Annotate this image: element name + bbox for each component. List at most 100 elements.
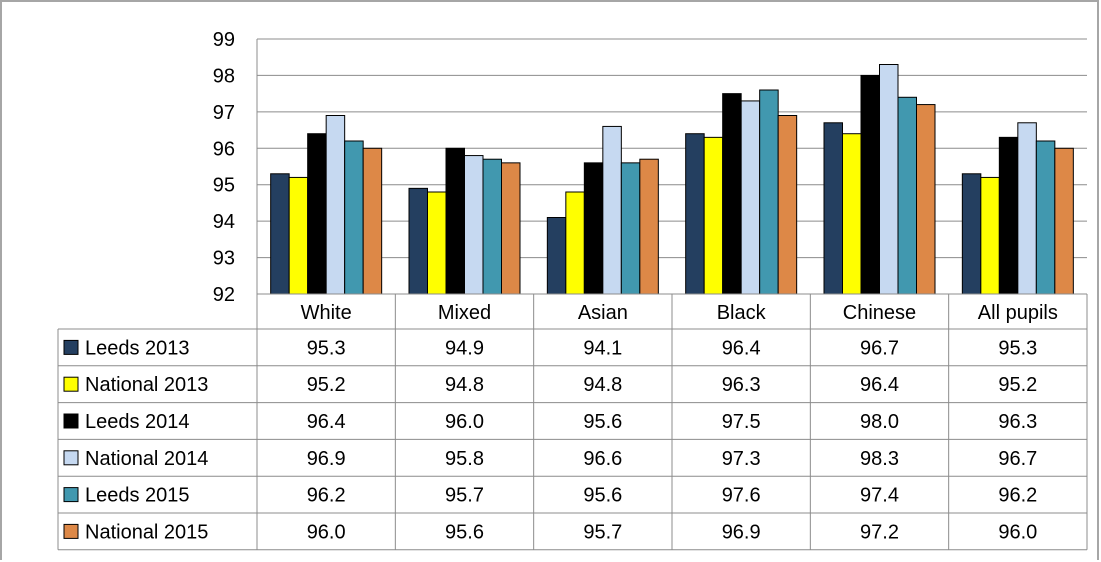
data-table-value: 94.1 [583, 337, 622, 359]
bar [722, 93, 742, 295]
legend-label: Leeds 2015 [85, 485, 190, 507]
data-table-value: 97.4 [860, 485, 899, 507]
data-table-value: 98.3 [860, 448, 899, 470]
bar [408, 187, 428, 295]
data-table-value: 97.5 [722, 411, 761, 433]
data-table-value: 95.7 [445, 485, 484, 507]
legend-key [63, 523, 79, 539]
bar [270, 173, 290, 295]
data-table-value: 96.0 [998, 521, 1037, 543]
data-table-value: 95.3 [998, 337, 1037, 359]
legend-key [63, 413, 79, 429]
legend-key [63, 450, 79, 466]
x-category-label: Asian [578, 302, 628, 324]
y-tick-label: 95 [213, 175, 235, 197]
data-table-value: 96.0 [307, 521, 346, 543]
data-table-value: 95.2 [307, 374, 346, 396]
legend-key [63, 376, 79, 392]
data-table-value: 96.2 [998, 485, 1037, 507]
legend-label: National 2014 [85, 448, 208, 470]
bar [879, 64, 899, 295]
bar [685, 133, 705, 295]
bar [565, 191, 585, 295]
data-table-value: 96.4 [307, 411, 346, 433]
legend-key [63, 339, 79, 355]
bar [740, 100, 761, 295]
x-category-label: Black [717, 302, 767, 324]
data-table-value: 96.7 [998, 448, 1037, 470]
bar [823, 122, 843, 295]
bar [1035, 140, 1056, 295]
bar [1017, 122, 1037, 295]
bar [427, 191, 447, 295]
bar [916, 104, 936, 295]
bar [583, 162, 604, 295]
data-table-value: 95.7 [583, 521, 622, 543]
bar [897, 96, 917, 295]
bar [860, 74, 880, 295]
bar [961, 173, 982, 295]
data-table-value: 95.6 [583, 485, 622, 507]
bar [620, 162, 641, 295]
x-category-label: Chinese [843, 302, 916, 324]
data-table-value: 96.2 [307, 485, 346, 507]
data-table-value: 95.8 [445, 448, 484, 470]
bar [639, 158, 659, 295]
data-table-value: 95.6 [445, 521, 484, 543]
y-tick-label: 94 [213, 211, 235, 233]
data-table-value: 96.4 [860, 374, 899, 396]
legend-label: National 2013 [85, 374, 208, 396]
bar [445, 147, 465, 295]
bar [546, 217, 567, 295]
bar [980, 176, 1000, 295]
bar [759, 89, 779, 295]
data-table-value: 95.6 [583, 411, 622, 433]
bar [501, 162, 521, 295]
x-category-label: White [301, 302, 352, 324]
bar [602, 125, 622, 295]
data-table-value: 97.2 [860, 521, 899, 543]
bar [325, 115, 346, 295]
y-tick-label: 98 [213, 65, 235, 87]
y-tick-label: 96 [213, 138, 235, 160]
data-table-value: 96.9 [307, 448, 346, 470]
data-table-value: 96.0 [445, 411, 484, 433]
bar [703, 136, 724, 295]
data-table-value: 96.9 [722, 521, 761, 543]
bar [464, 155, 484, 295]
legend-label: Leeds 2014 [85, 411, 190, 433]
legend-label: Leeds 2013 [85, 337, 190, 359]
data-table-value: 95.3 [307, 337, 346, 359]
legend-key [63, 487, 79, 503]
data-table-value: 98.0 [860, 411, 899, 433]
x-category-label: Mixed [438, 302, 491, 324]
legend-label: National 2015 [85, 521, 208, 543]
y-tick-label: 93 [213, 248, 235, 270]
bar [842, 133, 862, 295]
data-table-value: 97.6 [722, 485, 761, 507]
bar [307, 133, 327, 295]
y-tick-label: 99 [213, 29, 235, 51]
data-table-value: 97.3 [722, 448, 761, 470]
bar [777, 115, 798, 295]
bar [288, 176, 309, 295]
data-table-value: 96.7 [860, 337, 899, 359]
data-table-value: 94.9 [445, 337, 484, 359]
data-table-value: 96.3 [722, 374, 761, 396]
y-tick-label: 92 [213, 284, 235, 306]
bar [998, 136, 1019, 295]
bar [1054, 147, 1074, 295]
y-tick-label: 97 [213, 102, 235, 124]
data-table-value: 94.8 [583, 374, 622, 396]
data-table-value: 96.3 [998, 411, 1037, 433]
data-table-value: 96.6 [583, 448, 622, 470]
bar [482, 158, 502, 295]
data-table-value: 95.2 [998, 374, 1037, 396]
data-table-value: 94.8 [445, 374, 484, 396]
bar [362, 147, 383, 295]
bar [344, 140, 364, 295]
data-table-value: 96.4 [722, 337, 761, 359]
x-category-label: All pupils [978, 302, 1058, 324]
